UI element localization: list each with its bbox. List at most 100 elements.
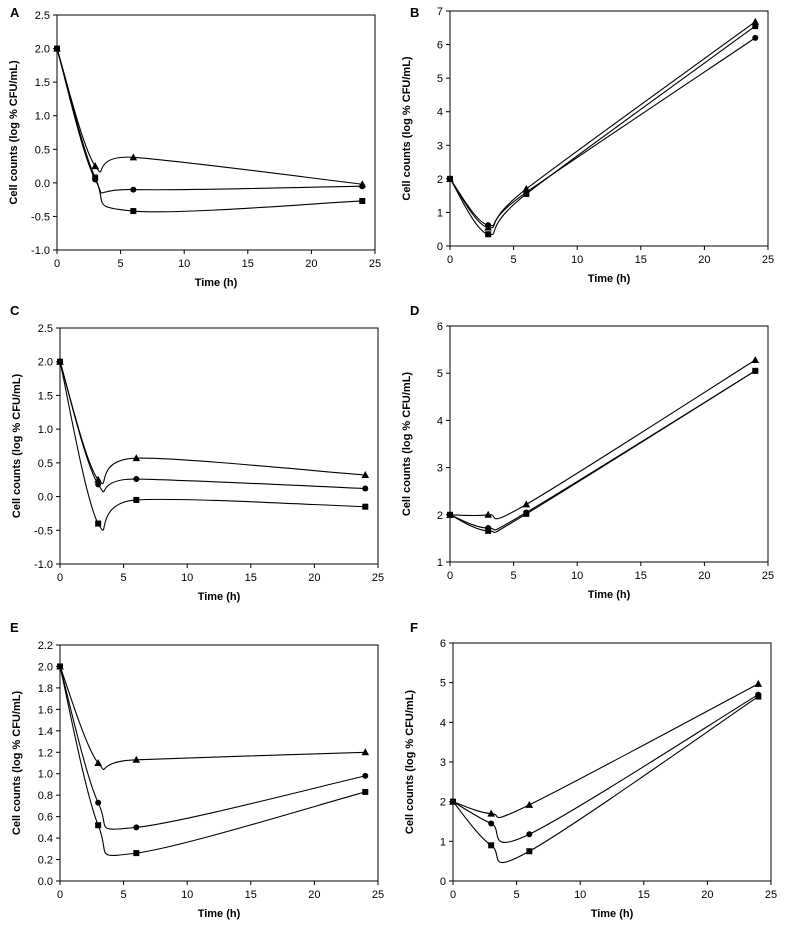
data-point-square <box>57 663 63 670</box>
series-line-square <box>59 361 366 531</box>
data-point-triangle <box>522 500 531 508</box>
panel-F: F 0 1 2 3 4 5 6 0 5 10 15 20 25 Time (h) Cell counts (l… <box>404 620 777 920</box>
panel-label: A <box>10 5 20 20</box>
x-axis-label: Time (h) <box>198 908 241 920</box>
plot-frame <box>59 644 379 882</box>
series-line-square <box>56 48 363 213</box>
x-tick-label: 0 <box>57 572 63 584</box>
y-tick-label: 0.2 <box>38 855 53 867</box>
data-point-circle <box>95 481 102 488</box>
data-point-square <box>362 503 369 510</box>
panel-E: E 0.0 0.2 0.4 0.6 0.8 1.0 1.2 1.4 1.6 1.8 2.0 2.2 0 5 1… <box>10 620 384 920</box>
series-line-square <box>449 370 756 534</box>
y-tick-label: 6 <box>437 40 443 52</box>
y-axis-label: Cell counts (log % CFU/mL) <box>404 690 416 835</box>
data-point-circle <box>485 222 492 229</box>
x-tick-label: 20 <box>308 572 320 584</box>
y-tick-label: 2 <box>440 797 446 809</box>
x-tick-label: 20 <box>701 889 713 901</box>
data-point-circle <box>133 476 140 483</box>
data-point-square <box>523 510 530 517</box>
y-tick-label: 2 <box>437 174 443 186</box>
series-line-circle <box>449 370 756 531</box>
panel-label: D <box>410 303 419 318</box>
data-point-square <box>752 23 759 30</box>
y-tick-label: 7 <box>437 6 443 18</box>
y-tick-label: 1.4 <box>38 726 53 738</box>
data-point-triangle <box>91 162 99 170</box>
data-point-triangle <box>525 800 534 808</box>
y-tick-label: 1 <box>440 836 446 848</box>
y-tick-label: 1.0 <box>35 111 50 123</box>
series-line-circle <box>449 37 756 227</box>
y-tick-label: 3 <box>437 463 443 475</box>
y-tick-label: 0.0 <box>35 178 50 190</box>
x-tick-label: 15 <box>635 254 647 266</box>
data-point-circle <box>526 831 533 838</box>
data-point-square <box>752 367 759 374</box>
y-tick-label: 6 <box>440 638 446 650</box>
data-point-triangle <box>132 454 141 462</box>
y-tick-label: 2 <box>437 510 443 522</box>
data-point-square <box>755 693 762 700</box>
y-tick-label: 2.0 <box>38 357 53 369</box>
data-point-square <box>523 190 530 197</box>
y-axis-label: Cell counts (log % CFU/mL) <box>11 691 23 836</box>
y-tick-label: 1 <box>437 207 443 219</box>
y-tick-label: 3 <box>440 757 446 769</box>
data-point-square <box>447 511 453 518</box>
x-tick-label: 10 <box>178 258 190 270</box>
x-tick-label: 20 <box>698 570 710 582</box>
x-tick-label: 15 <box>242 258 254 270</box>
y-tick-label: 2.0 <box>35 44 50 56</box>
x-tick-label: 0 <box>57 889 63 901</box>
data-point-triangle <box>754 679 763 687</box>
data-point-circle <box>130 186 137 193</box>
data-point-triangle <box>94 759 102 766</box>
x-tick-label: 15 <box>638 889 650 901</box>
x-tick-label: 5 <box>121 572 127 584</box>
x-axis-label: Time (h) <box>588 589 631 601</box>
data-point-square <box>130 208 137 215</box>
plot-frame <box>449 10 769 247</box>
x-axis-label: Time (h) <box>591 908 634 920</box>
x-tick-label: 0 <box>447 254 453 266</box>
x-tick-label: 25 <box>369 258 381 270</box>
series-line-circle <box>56 48 363 194</box>
x-tick-label: 15 <box>245 889 257 901</box>
x-tick-label: 20 <box>305 258 317 270</box>
data-point-square <box>485 231 492 238</box>
x-tick-label: 0 <box>447 570 453 582</box>
x-tick-label: 25 <box>372 889 384 901</box>
x-tick-label: 10 <box>181 572 193 584</box>
data-point-square <box>95 520 102 527</box>
x-tick-label: 5 <box>121 889 127 901</box>
data-point-square <box>447 175 453 182</box>
data-point-square <box>450 798 456 805</box>
data-point-circle <box>133 824 140 831</box>
y-tick-label: 4 <box>437 415 443 427</box>
y-tick-label: 6 <box>437 321 443 333</box>
y-tick-label: 1.8 <box>38 683 53 695</box>
series-line-triangle <box>449 21 756 229</box>
panel-C: C -1.0 -0.5 0.0 0.5 1.0 1.5 2.0 2.5 0 5 10 15 20 25 Tim… <box>10 303 384 603</box>
x-tick-label: 5 <box>514 889 520 901</box>
y-tick-label: -1.0 <box>31 245 50 257</box>
y-tick-label: 1 <box>437 557 443 569</box>
y-axis-label: Cell counts (log % CFU/mL) <box>401 56 413 201</box>
y-tick-label: 2.2 <box>38 640 53 652</box>
series-line-circle <box>59 666 366 830</box>
panel-label: E <box>10 620 19 635</box>
y-tick-label: 1.6 <box>38 704 53 716</box>
y-tick-label: -1.0 <box>34 559 53 571</box>
panel-A: A -1.0 -0.5 0.0 0.5 1.0 1.5 2.0 2.5 0 5 10 15 20 25 Tim… <box>8 5 381 289</box>
panel-label: B <box>410 5 419 20</box>
data-point-circle <box>488 820 495 827</box>
data-point-square <box>359 197 366 204</box>
series-line-circle <box>452 694 759 843</box>
x-tick-label: 25 <box>372 572 384 584</box>
y-tick-label: 0.5 <box>35 144 50 156</box>
y-axis-label: Cell counts (log % CFU/mL) <box>8 60 20 205</box>
series-line-square <box>452 696 759 864</box>
y-tick-label: 0.8 <box>38 790 53 802</box>
